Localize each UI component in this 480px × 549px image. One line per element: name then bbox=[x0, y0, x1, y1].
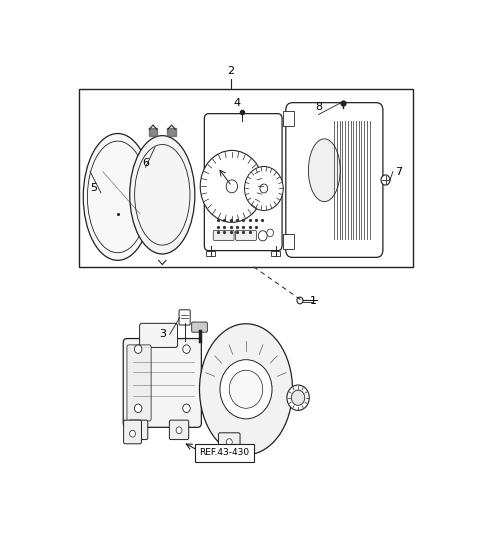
Text: 4: 4 bbox=[233, 98, 240, 108]
Ellipse shape bbox=[83, 133, 152, 260]
FancyBboxPatch shape bbox=[129, 420, 148, 440]
Bar bbox=[79, 89, 413, 267]
Ellipse shape bbox=[200, 324, 292, 455]
Circle shape bbox=[244, 166, 283, 210]
Circle shape bbox=[381, 175, 390, 185]
Text: 7: 7 bbox=[395, 166, 402, 177]
Text: 3: 3 bbox=[159, 329, 166, 339]
FancyBboxPatch shape bbox=[218, 433, 240, 452]
Circle shape bbox=[229, 370, 263, 408]
Circle shape bbox=[130, 430, 135, 437]
Bar bbox=[283, 111, 294, 126]
Circle shape bbox=[183, 404, 190, 412]
Ellipse shape bbox=[309, 139, 340, 201]
Text: 1: 1 bbox=[310, 296, 316, 306]
Circle shape bbox=[287, 385, 309, 411]
Circle shape bbox=[135, 427, 141, 434]
Bar bbox=[271, 251, 280, 256]
Ellipse shape bbox=[134, 144, 190, 245]
FancyBboxPatch shape bbox=[286, 103, 383, 257]
Text: 8: 8 bbox=[315, 102, 322, 113]
Circle shape bbox=[291, 390, 305, 405]
Circle shape bbox=[226, 439, 232, 445]
FancyBboxPatch shape bbox=[236, 231, 256, 240]
Bar bbox=[206, 251, 215, 256]
Bar bbox=[283, 234, 294, 249]
Circle shape bbox=[220, 360, 272, 419]
Circle shape bbox=[176, 427, 182, 434]
FancyBboxPatch shape bbox=[124, 420, 142, 444]
Text: 6: 6 bbox=[142, 158, 149, 168]
FancyBboxPatch shape bbox=[127, 345, 151, 421]
Ellipse shape bbox=[87, 141, 148, 253]
Text: REF.43-430: REF.43-430 bbox=[200, 448, 250, 457]
Circle shape bbox=[267, 229, 274, 237]
Text: 5: 5 bbox=[90, 183, 97, 193]
Circle shape bbox=[260, 184, 268, 193]
FancyBboxPatch shape bbox=[179, 310, 190, 325]
Circle shape bbox=[134, 345, 142, 354]
Ellipse shape bbox=[130, 136, 195, 254]
Circle shape bbox=[134, 404, 142, 412]
Circle shape bbox=[226, 180, 238, 193]
Circle shape bbox=[258, 231, 267, 241]
FancyBboxPatch shape bbox=[123, 339, 202, 427]
Circle shape bbox=[200, 150, 264, 222]
FancyBboxPatch shape bbox=[140, 323, 178, 348]
FancyBboxPatch shape bbox=[204, 114, 282, 250]
FancyBboxPatch shape bbox=[192, 322, 207, 332]
FancyBboxPatch shape bbox=[213, 231, 234, 240]
Circle shape bbox=[297, 297, 303, 304]
FancyBboxPatch shape bbox=[169, 420, 189, 440]
Text: 2: 2 bbox=[228, 66, 235, 76]
Circle shape bbox=[183, 345, 190, 354]
